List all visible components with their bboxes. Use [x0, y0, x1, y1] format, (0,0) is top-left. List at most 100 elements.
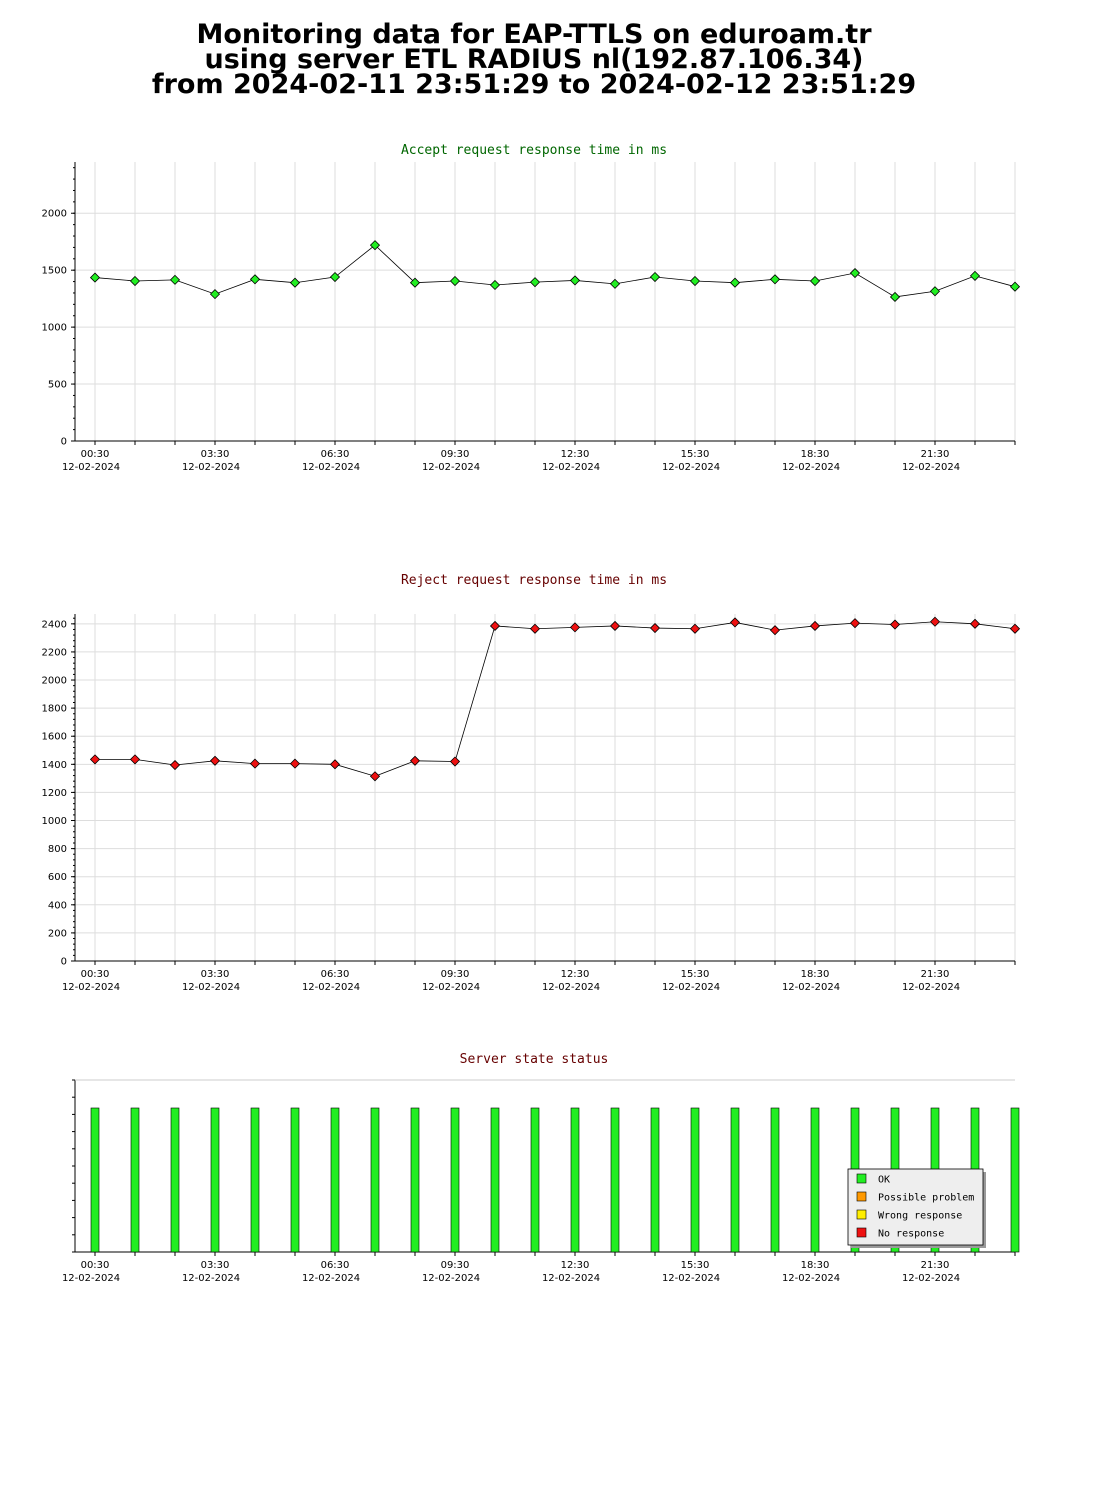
data-point [409, 277, 421, 288]
data-point [609, 620, 621, 632]
data-point [649, 622, 661, 634]
data-point [209, 289, 221, 300]
x-tick-label-date: 12-02-2024 [302, 982, 360, 993]
data-point [209, 755, 221, 766]
y-tick-label: 200 [48, 928, 67, 939]
x-tick-label-date: 12-02-2024 [302, 1273, 360, 1284]
data-point [169, 274, 181, 285]
data-point [809, 275, 821, 287]
data-point [889, 291, 901, 303]
data-point [129, 754, 141, 765]
chart-title: Accept request response time in ms [401, 143, 667, 158]
x-tick-label-time: 21:30 [921, 1260, 950, 1271]
title-line-1: Monitoring data for EAP-TTLS on eduroam.… [196, 19, 872, 50]
legend-swatch [856, 1227, 867, 1238]
data-point [1009, 623, 1021, 634]
status-bar [170, 1107, 180, 1253]
x-tick-label-date: 12-02-2024 [422, 982, 480, 993]
x-tick-label-date: 12-02-2024 [662, 982, 720, 993]
data-point [729, 617, 741, 628]
data-point [289, 758, 301, 769]
x-tick-label-time: 00:30 [81, 969, 110, 980]
data-point [689, 623, 701, 634]
data-point [889, 619, 901, 630]
x-tick-label-time: 06:30 [321, 449, 350, 460]
x-tick-label-time: 00:30 [81, 449, 110, 460]
x-tick-label-date: 12-02-2024 [782, 462, 840, 473]
status-bar [130, 1107, 140, 1253]
data-point [129, 275, 141, 287]
x-tick-label-time: 15:30 [681, 969, 710, 980]
x-tick-label-time: 09:30 [441, 1260, 470, 1271]
status-bar [490, 1107, 500, 1253]
x-tick-label-date: 12-02-2024 [902, 982, 960, 993]
x-tick-label-time: 06:30 [321, 969, 350, 980]
status-bar [570, 1107, 580, 1253]
y-tick-label: 500 [48, 380, 67, 391]
x-tick-label-time: 15:30 [681, 449, 710, 460]
data-point [489, 279, 501, 291]
x-tick-label-time: 03:30 [201, 969, 230, 980]
x-tick-label-date: 12-02-2024 [542, 462, 600, 473]
y-tick-label: 1500 [42, 266, 67, 277]
data-point [449, 275, 461, 287]
status-bar [250, 1107, 260, 1253]
data-point [569, 275, 581, 286]
data-point [89, 272, 101, 283]
y-tick-label: 0 [61, 957, 67, 968]
data-point [769, 625, 781, 636]
data-point [329, 271, 341, 283]
x-tick-label-date: 12-02-2024 [302, 462, 360, 473]
x-tick-label-time: 18:30 [801, 1260, 830, 1271]
data-point [769, 274, 781, 285]
title-line-3: from 2024-02-11 23:51:29 to 2024-02-12 2… [151, 69, 917, 100]
x-tick-label-time: 12:30 [561, 1260, 590, 1271]
y-tick-label: 1800 [42, 704, 67, 715]
status-bar [530, 1107, 540, 1253]
y-tick-label: 2000 [42, 676, 67, 687]
y-tick-label: 1200 [42, 788, 67, 799]
data-point [929, 286, 941, 297]
data-point [729, 277, 741, 288]
status-bar [610, 1107, 620, 1253]
data-point [409, 755, 421, 766]
x-tick-label-date: 12-02-2024 [542, 1273, 600, 1284]
data-point [289, 277, 301, 288]
x-tick-label-date: 12-02-2024 [62, 1273, 120, 1284]
status-bar [770, 1107, 780, 1253]
x-tick-label-time: 21:30 [921, 969, 950, 980]
status-bar [650, 1107, 660, 1253]
status-bar [290, 1107, 300, 1253]
x-tick-label-date: 12-02-2024 [782, 1273, 840, 1284]
x-tick-label-date: 12-02-2024 [542, 982, 600, 993]
series-line [94, 244, 1016, 298]
chart-title: Reject request response time in ms [401, 573, 667, 588]
x-tick-label-time: 03:30 [201, 449, 230, 460]
data-point [689, 275, 701, 287]
line-chart-1: 0 500 1000 1500 2000 [42, 162, 1021, 448]
data-point [609, 278, 621, 289]
y-tick-label: 2000 [42, 209, 67, 220]
x-tick-label-time: 06:30 [321, 1260, 350, 1271]
page-title: Monitoring data for EAP-TTLS on eduroam.… [0, 19, 1068, 100]
status-bar [690, 1107, 700, 1253]
status-bar [90, 1107, 100, 1253]
data-point [369, 771, 381, 782]
data-point [529, 623, 541, 634]
x-tick-label-date: 12-02-2024 [782, 982, 840, 993]
x-tick-label-date: 12-02-2024 [62, 982, 120, 993]
status-bar [410, 1107, 420, 1253]
x-tick-label-date: 12-02-2024 [422, 462, 480, 473]
x-tick-label-time: 12:30 [561, 449, 590, 460]
data-point [449, 756, 461, 767]
legend-label: Possible problem [878, 1193, 974, 1204]
data-point [329, 759, 341, 770]
y-tick-label: 1000 [42, 323, 67, 334]
x-tick-label-date: 12-02-2024 [662, 1273, 720, 1284]
status-chart: OK Possible problem Wrong response No respo… [72, 1079, 1020, 1253]
data-point [249, 274, 261, 285]
status-bar [210, 1107, 220, 1253]
status-bar [330, 1107, 340, 1253]
data-point [489, 620, 501, 632]
